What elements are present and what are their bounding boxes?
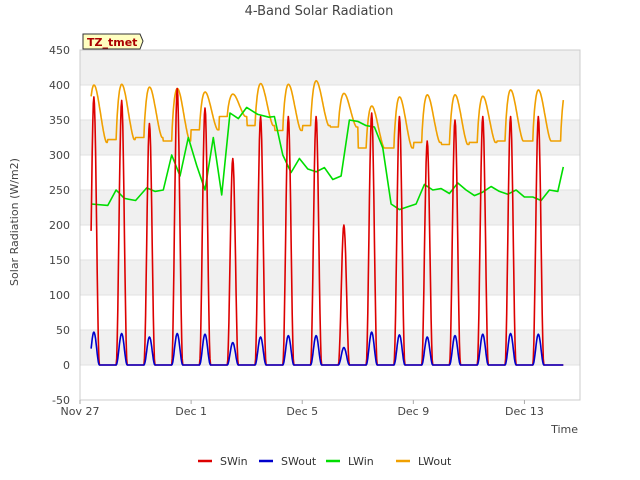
legend-label: LWin [348,455,374,468]
y-tick-label: 250 [49,184,70,197]
plot-frame [79,49,581,401]
grid-band [80,330,580,365]
y-tick-label: -50 [52,394,70,407]
x-tick-label: Dec 13 [505,405,544,418]
y-tick-label: 350 [49,114,70,127]
series-line-swout [90,331,564,366]
legend-label: SWout [281,455,317,468]
series-line-lwout [90,80,565,149]
legend-item-lwin: LWin [326,455,374,468]
grid-band [80,260,580,295]
y-tick-label: 400 [49,79,70,92]
x-tick-label: Dec 9 [397,405,429,418]
x-axis: Nov 27 Dec 1 Dec 5 Dec 9 Dec 13 [61,400,544,418]
y-tick-label: 0 [63,359,70,372]
legend-item-lwout: LWout [396,455,452,468]
y-tick-label: 300 [49,149,70,162]
x-tick-label: Dec 1 [175,405,207,418]
x-axis-label: Time [550,423,578,436]
legend: SWin SWout LWin LWout [198,455,452,468]
site-badge-box [82,33,144,50]
y-tick-label: 100 [49,289,70,302]
x-tick-label: Nov 27 [61,405,100,418]
legend-label: LWout [418,455,452,468]
series-group [90,80,565,366]
x-tick-label: Dec 5 [286,405,318,418]
y-axis: -50 0 50 100 150 200 250 300 350 400 450 [49,44,70,407]
legend-item-swout: SWout [259,455,317,468]
y-tick-label: 200 [49,219,70,232]
chart-title: 4-Band Solar Radiation [245,4,394,19]
grid-band [80,190,580,225]
grid-band [80,50,580,85]
series-line-lwin [91,106,565,211]
y-tick-label: 450 [49,44,70,57]
site-badge: TZ_tmet [82,33,144,50]
y-tick-label: 50 [56,324,70,337]
legend-item-swin: SWin [198,455,248,468]
y-axis-label: Solar Radiation (W/m2) [8,158,21,286]
site-badge-label: TZ_tmet [87,36,137,49]
legend-label: SWin [220,455,248,468]
y-tick-label: 150 [49,254,70,267]
